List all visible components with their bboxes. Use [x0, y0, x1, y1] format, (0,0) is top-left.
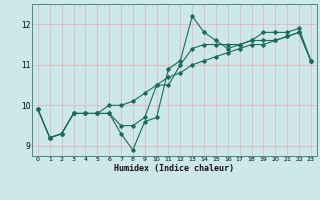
X-axis label: Humidex (Indice chaleur): Humidex (Indice chaleur) — [115, 164, 234, 173]
